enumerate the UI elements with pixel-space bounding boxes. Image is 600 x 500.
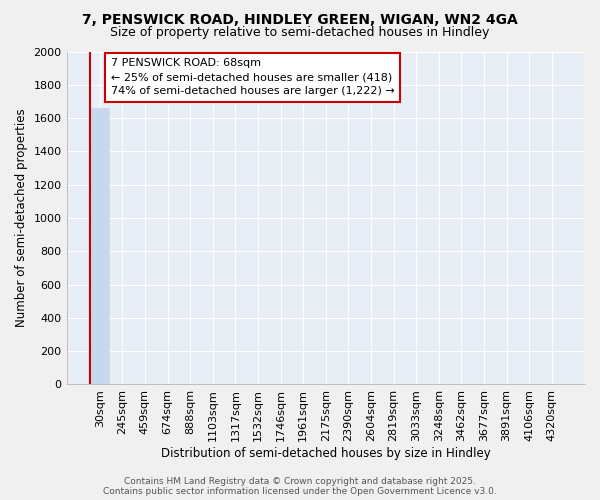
Text: 7 PENSWICK ROAD: 68sqm
← 25% of semi-detached houses are smaller (418)
74% of se: 7 PENSWICK ROAD: 68sqm ← 25% of semi-det… bbox=[111, 58, 395, 96]
Text: 7, PENSWICK ROAD, HINDLEY GREEN, WIGAN, WN2 4GA: 7, PENSWICK ROAD, HINDLEY GREEN, WIGAN, … bbox=[82, 12, 518, 26]
Text: Contains HM Land Registry data © Crown copyright and database right 2025.
Contai: Contains HM Land Registry data © Crown c… bbox=[103, 476, 497, 496]
Bar bbox=[90, 108, 109, 384]
Text: Size of property relative to semi-detached houses in Hindley: Size of property relative to semi-detach… bbox=[110, 26, 490, 39]
X-axis label: Distribution of semi-detached houses by size in Hindley: Distribution of semi-detached houses by … bbox=[161, 447, 491, 460]
Y-axis label: Number of semi-detached properties: Number of semi-detached properties bbox=[15, 108, 28, 328]
